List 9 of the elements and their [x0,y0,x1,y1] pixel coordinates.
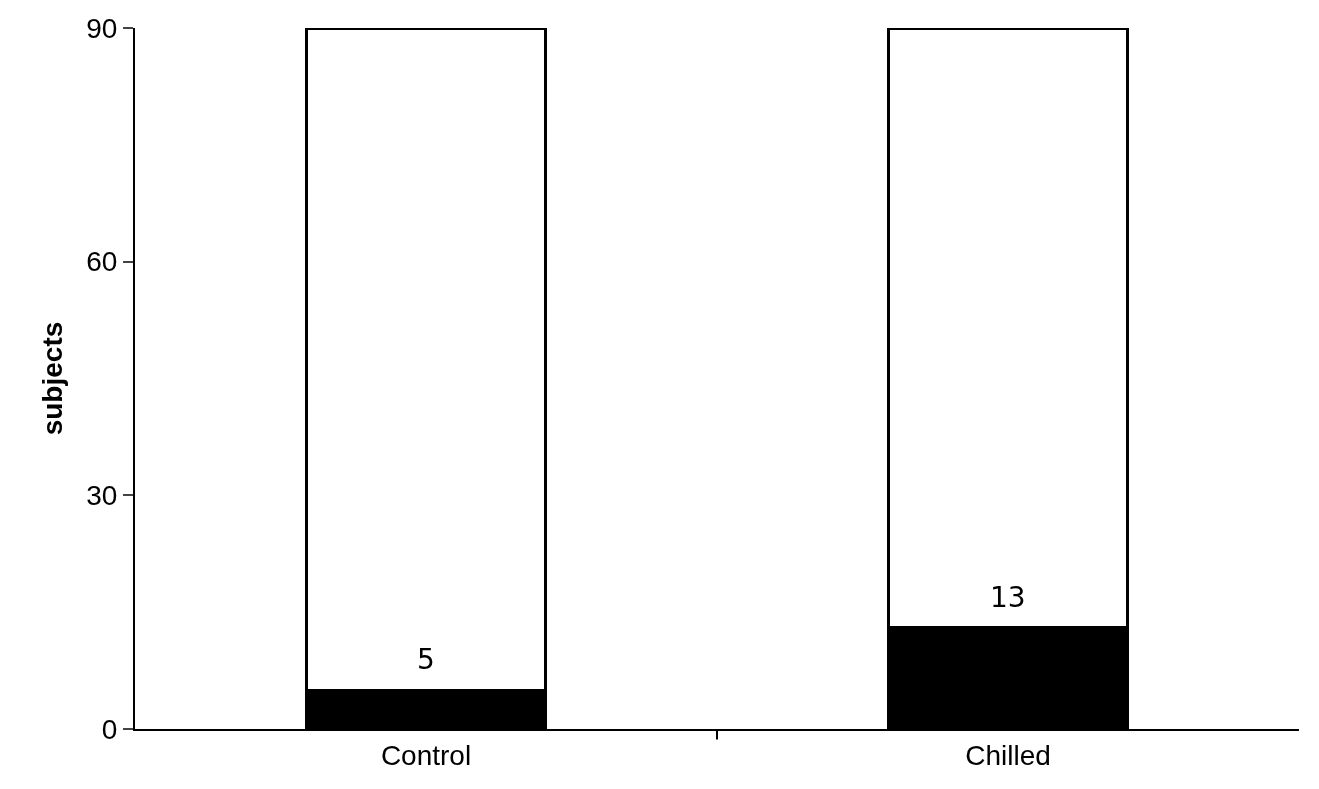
y-tick-label: 60 [86,246,118,278]
y-axis-title: subjects [37,321,69,436]
y-tick-label: 0 [101,713,118,745]
data-label: 5 [417,643,435,676]
x-tick-label: Control [380,739,472,771]
y-tick-label: 30 [86,480,118,512]
y-tick-label: 90 [86,12,118,44]
x-tick-label: Chilled [965,739,1051,771]
data-label: 13 [990,581,1026,614]
